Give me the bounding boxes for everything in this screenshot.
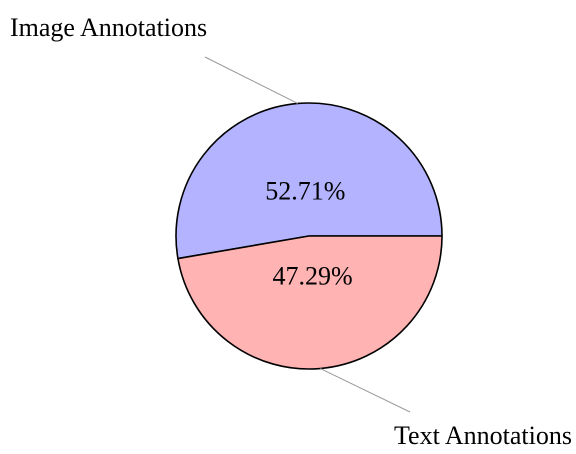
leader-line xyxy=(320,368,411,413)
slice-category-label: Text Annotations xyxy=(394,421,572,450)
pie-slice xyxy=(177,235,443,370)
slice-value-label: 47.29% xyxy=(273,261,353,290)
slice-category-label: Image Annotations xyxy=(10,13,207,42)
pie-slice xyxy=(175,102,443,260)
leader-line xyxy=(204,56,298,104)
slice-value-label: 52.71% xyxy=(265,177,345,206)
